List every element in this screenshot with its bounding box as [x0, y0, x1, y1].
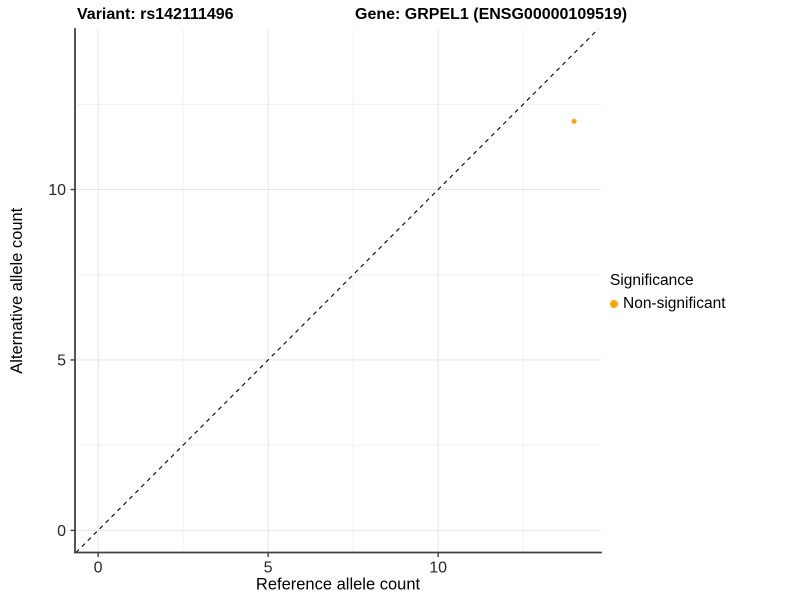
y-tick-label: 10: [48, 182, 66, 199]
data-points: [571, 118, 577, 124]
legend: Significance Non-significant: [610, 272, 726, 313]
legend-title: Significance: [610, 272, 694, 289]
legend-item-label: Non-significant: [623, 295, 726, 312]
major-gridlines: [75, 29, 601, 553]
minor-gridlines: [75, 29, 601, 553]
gene-title: Gene: GRPEL1 (ENSG00000109519): [355, 6, 628, 23]
axis-lines: [74, 28, 602, 554]
y-axis-title: Alternative allele count: [8, 207, 26, 373]
identity-line: [75, 28, 599, 553]
x-tick-label: 10: [429, 560, 447, 577]
tick-labels: 0 5 10 0 5 10: [48, 182, 447, 576]
variant-title: Variant: rs142111496: [77, 6, 234, 23]
x-tick-label: 5: [264, 560, 273, 577]
x-axis-title: Reference allele count: [256, 576, 421, 594]
axis-ticks: [70, 188, 439, 557]
y-tick-label: 0: [57, 523, 66, 540]
y-tick-label: 5: [57, 352, 66, 369]
legend-item: Non-significant: [610, 295, 726, 313]
legend-point-marker-icon: [610, 300, 618, 308]
x-tick-label: 0: [94, 560, 103, 577]
data-point: [571, 118, 577, 124]
